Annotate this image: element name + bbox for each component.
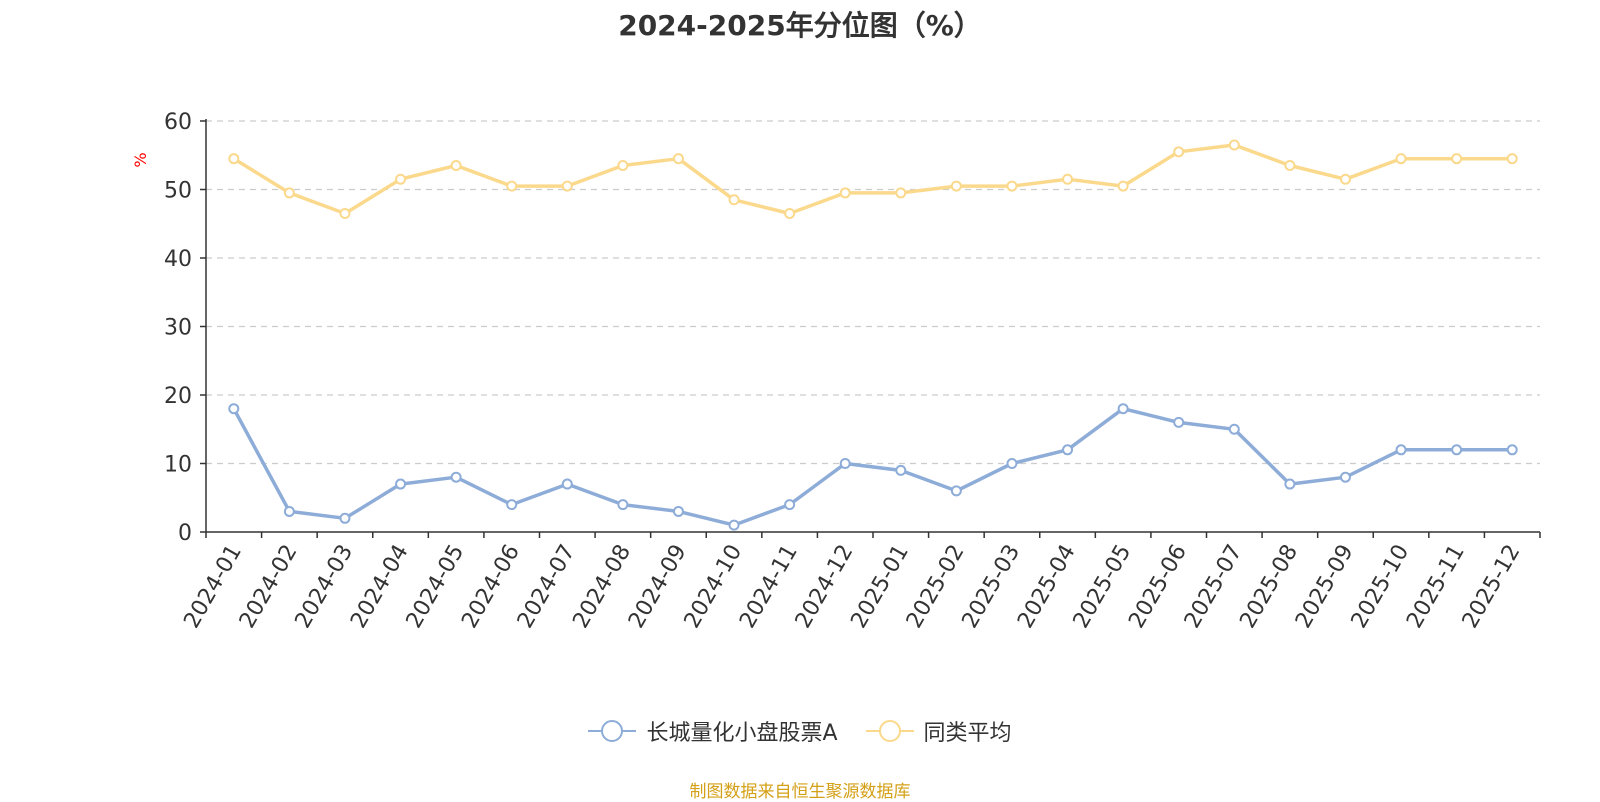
y-tick-label: 0: [178, 521, 192, 546]
data-point: [450, 471, 462, 483]
data-point: [617, 160, 629, 172]
data-point: [283, 187, 295, 199]
data-point: [283, 505, 295, 517]
data-point: [895, 464, 907, 476]
grid-layer: [206, 120, 1540, 465]
data-point: [784, 207, 796, 219]
y-tick-label: 40: [164, 247, 192, 272]
data-point: [1062, 444, 1074, 456]
data-point: [561, 478, 573, 490]
data-point: [672, 153, 684, 165]
data-point: [1173, 416, 1185, 428]
data-point: [339, 207, 351, 219]
y-axis-unit-label: %: [131, 152, 150, 167]
data-point: [950, 180, 962, 192]
data-point: [839, 458, 851, 469]
data-point: [950, 485, 962, 497]
data-point: [228, 403, 240, 415]
data-point: [1117, 180, 1129, 192]
legend-marker-icon: [865, 720, 914, 742]
data-point: [784, 499, 796, 511]
chart-title: 2024-2025年分位图（%）: [618, 9, 982, 42]
data-point: [1395, 153, 1407, 165]
data-point: [1506, 444, 1518, 456]
y-tick-label: 30: [164, 316, 192, 341]
data-point: [839, 187, 851, 199]
data-point: [395, 478, 407, 490]
legend-marker-icon: [588, 720, 637, 742]
data-point: [895, 187, 907, 199]
data-point: [1339, 173, 1351, 185]
legend-label: 同类平均: [923, 721, 1012, 746]
y-tick-label: 60: [164, 110, 192, 135]
series-line-1: [232, 406, 1513, 527]
source-note: 制图数据来自恒生聚源数据库: [689, 782, 911, 802]
data-point: [1173, 146, 1185, 158]
data-point: [1451, 444, 1463, 456]
data-point: [1284, 160, 1296, 172]
legend-item-2[interactable]: 同类平均: [865, 715, 1012, 747]
data-point: [672, 505, 684, 517]
series-layer: [228, 139, 1518, 531]
data-point: [1117, 403, 1129, 415]
y-tick-label: 20: [164, 384, 192, 409]
data-point: [339, 512, 351, 524]
data-point: [728, 194, 740, 206]
data-point: [228, 153, 240, 165]
series-line-2: [232, 143, 1513, 216]
data-point: [1228, 423, 1240, 435]
data-point: [1506, 153, 1518, 165]
data-point: [1395, 444, 1407, 456]
y-tick-label: 50: [164, 179, 192, 204]
data-point: [561, 180, 573, 192]
data-point: [506, 499, 518, 511]
data-point: [1284, 478, 1296, 490]
data-point: [1228, 139, 1240, 151]
data-point: [1006, 458, 1018, 469]
legend-label: 长城量化小盘股票A: [646, 721, 838, 746]
data-point: [617, 499, 629, 511]
series-2: [228, 139, 1518, 219]
data-point: [506, 180, 518, 192]
data-point: [450, 160, 462, 172]
data-point: [395, 173, 407, 185]
data-point: [1339, 471, 1351, 483]
legend: 长城量化小盘股票A 同类平均: [0, 715, 1600, 747]
data-point: [1062, 173, 1074, 185]
data-point: [728, 519, 740, 531]
series-1: [228, 403, 1518, 531]
data-point: [1451, 153, 1463, 165]
legend-item-1[interactable]: 长城量化小盘股票A: [588, 715, 838, 747]
axis-layer: 01020304050602024-012024-022024-032024-0…: [164, 110, 1541, 633]
data-point: [1006, 180, 1018, 192]
y-tick-label: 10: [164, 453, 192, 478]
